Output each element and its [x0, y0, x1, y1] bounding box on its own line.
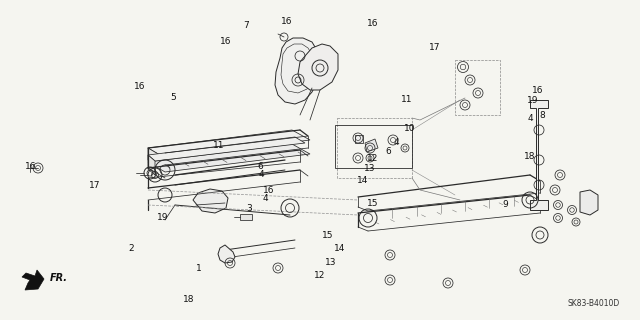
Text: 13: 13 — [364, 164, 376, 173]
Text: 16: 16 — [25, 162, 36, 171]
Text: 16: 16 — [134, 82, 145, 91]
Text: 4: 4 — [259, 170, 264, 179]
Text: 18: 18 — [524, 152, 536, 161]
Text: 6: 6 — [257, 162, 262, 171]
Text: 19: 19 — [527, 96, 538, 105]
Text: 8: 8 — [540, 111, 545, 120]
Text: 10: 10 — [404, 124, 415, 132]
Text: 16: 16 — [281, 17, 292, 26]
Text: 16: 16 — [367, 19, 379, 28]
Polygon shape — [365, 139, 378, 152]
Text: 2: 2 — [129, 244, 134, 252]
Text: 14: 14 — [356, 176, 368, 185]
Text: 14: 14 — [333, 244, 345, 253]
Polygon shape — [148, 144, 310, 172]
Polygon shape — [22, 270, 44, 290]
Text: 17: 17 — [429, 43, 441, 52]
Text: 16: 16 — [532, 86, 543, 95]
Text: 13: 13 — [324, 258, 336, 267]
Text: 16: 16 — [263, 186, 275, 195]
Text: 15: 15 — [322, 231, 333, 240]
Polygon shape — [355, 135, 363, 143]
Polygon shape — [530, 100, 548, 210]
Text: FR.: FR. — [50, 273, 68, 283]
Text: 4: 4 — [527, 114, 532, 123]
Text: 12: 12 — [367, 154, 378, 163]
Polygon shape — [193, 189, 228, 213]
Text: 15: 15 — [367, 199, 378, 208]
Text: 4: 4 — [263, 194, 268, 203]
Text: 11: 11 — [213, 141, 225, 150]
Polygon shape — [580, 190, 598, 215]
Text: 11: 11 — [401, 95, 412, 104]
Polygon shape — [148, 155, 155, 175]
Text: 16: 16 — [220, 37, 231, 46]
Polygon shape — [275, 38, 320, 104]
Text: 6: 6 — [386, 147, 391, 156]
Text: 7: 7 — [243, 21, 248, 30]
Polygon shape — [148, 148, 165, 170]
Text: 17: 17 — [89, 181, 100, 190]
Text: 1: 1 — [196, 264, 201, 273]
Text: 3: 3 — [247, 204, 252, 212]
Polygon shape — [218, 245, 235, 263]
Text: 5: 5 — [170, 93, 175, 102]
Text: 9: 9 — [503, 200, 508, 209]
Polygon shape — [240, 214, 252, 220]
Polygon shape — [298, 44, 338, 90]
Polygon shape — [148, 137, 305, 161]
Text: 18: 18 — [183, 295, 195, 304]
Text: SK83-B4010D: SK83-B4010D — [568, 299, 620, 308]
Text: 19: 19 — [157, 213, 169, 222]
Polygon shape — [148, 130, 310, 158]
Text: 4: 4 — [394, 138, 399, 147]
Text: 12: 12 — [314, 271, 326, 280]
